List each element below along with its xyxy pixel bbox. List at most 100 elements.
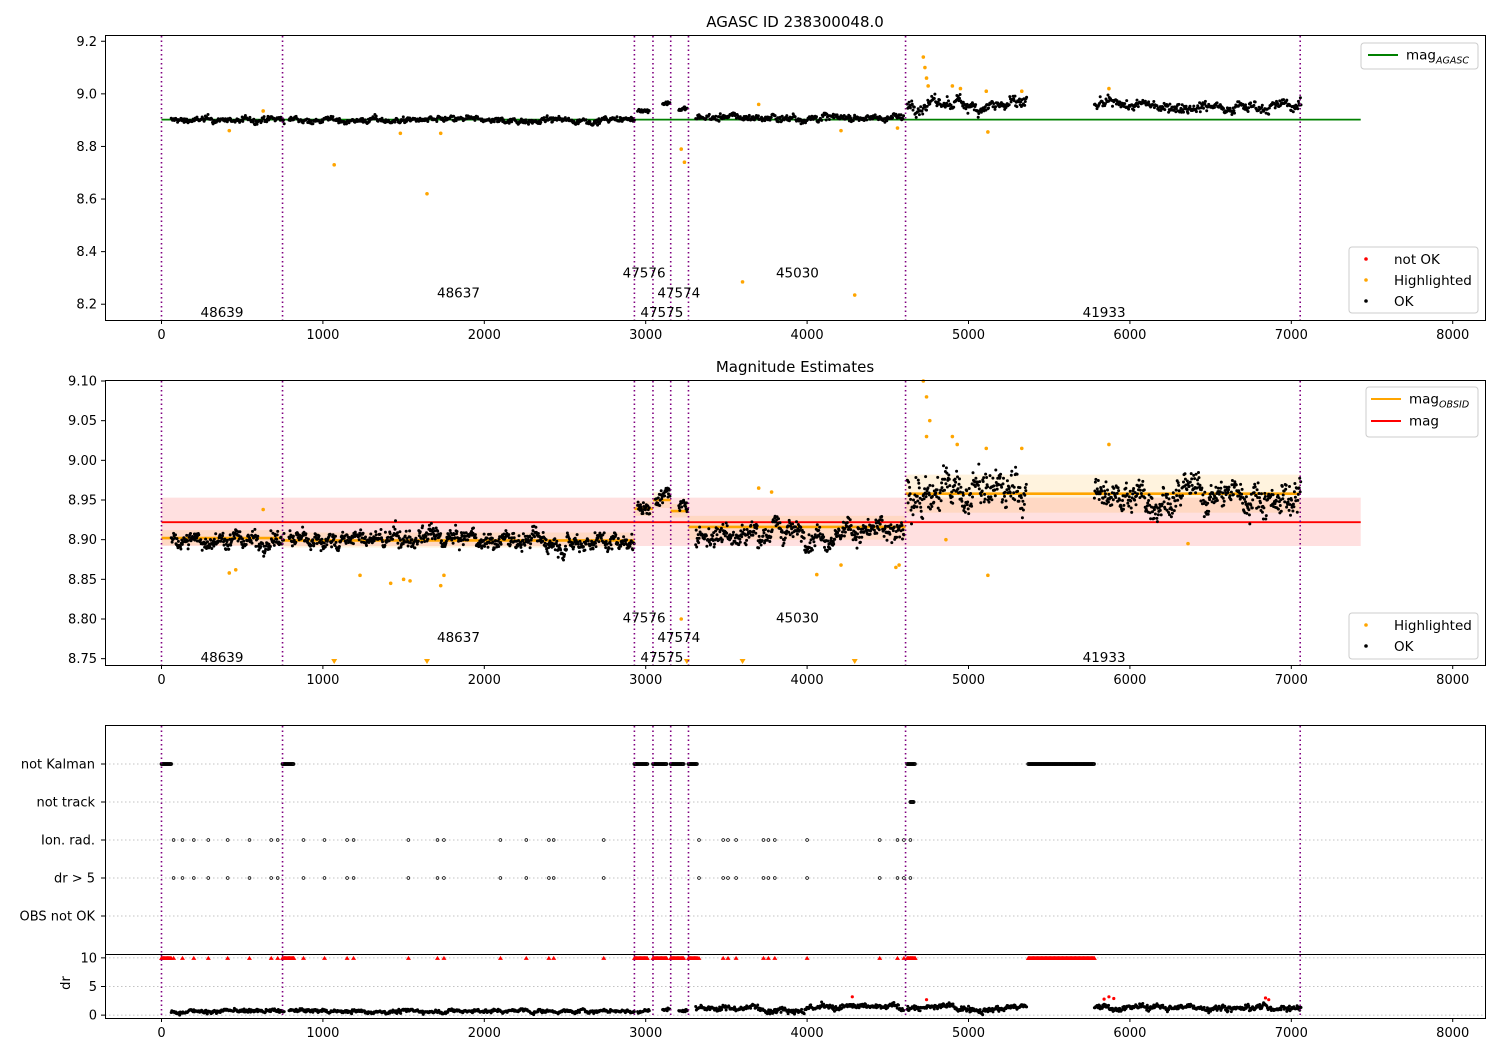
estimates-ok-point xyxy=(1260,510,1264,514)
estimates-ok-point xyxy=(891,529,895,533)
estimates-ok-point xyxy=(935,488,939,492)
estimates-ok-point xyxy=(711,534,715,538)
agasc-ok-point xyxy=(1125,99,1129,103)
estimates-ok-point xyxy=(1257,505,1261,509)
agasc-xtick-label: 0 xyxy=(157,328,165,343)
estimates-ok-point xyxy=(932,500,936,504)
agasc-ok-point xyxy=(1008,95,1012,99)
estimates-ok-point xyxy=(250,541,254,545)
estimates-ok-point xyxy=(374,530,378,534)
agasc-ok-point xyxy=(1123,102,1127,106)
agasc-ok-point xyxy=(902,114,906,118)
estimates-ok-point xyxy=(1284,487,1288,491)
agasc-ok-point xyxy=(1013,94,1017,98)
estimates-ok-point xyxy=(238,530,242,534)
estimates-xtick-label: 1000 xyxy=(306,673,339,688)
estimates-ok-point xyxy=(1241,501,1245,505)
estimates-ok-point xyxy=(760,539,764,542)
estimates-ok-point xyxy=(898,535,902,539)
agasc-ok-point xyxy=(865,118,869,122)
estimates-ok-point xyxy=(262,554,266,558)
estimates-ok-point xyxy=(1009,473,1013,477)
agasc-ok-point xyxy=(936,100,940,104)
estimates-ok-point xyxy=(555,539,559,543)
estimates-ok-point xyxy=(474,536,478,540)
estimates-ok-point xyxy=(716,527,719,531)
estimates-ok-point xyxy=(388,532,392,536)
estimates-ok-point xyxy=(931,484,935,488)
agasc-ok-point xyxy=(243,114,247,117)
estimates-ok-point xyxy=(1188,480,1192,484)
estimates-ok-point xyxy=(546,552,550,556)
agasc-ok-point xyxy=(542,116,546,120)
estimates-ok-point xyxy=(594,545,598,549)
estimates-ok-point xyxy=(878,522,882,526)
estimates-ok-point xyxy=(369,532,373,536)
estimates-ok-point xyxy=(559,548,563,552)
estimates-ok-point xyxy=(924,495,928,499)
agasc-ok-point xyxy=(435,120,439,123)
estimates-ok-point xyxy=(744,543,748,547)
estimates-ok-point xyxy=(829,536,833,540)
agasc-ok-point xyxy=(921,112,925,116)
estimates-ok-point xyxy=(817,528,821,532)
dr-ok-point xyxy=(282,1010,286,1014)
estimates-bottom-legend-label: OK xyxy=(1394,639,1415,655)
agasc-ok-point xyxy=(910,99,914,103)
estimates-ok-point xyxy=(488,532,492,536)
estimates-ok-point xyxy=(971,471,975,475)
estimates-ok-point xyxy=(1263,491,1267,495)
estimates-ok-point xyxy=(391,537,395,541)
estimates-ok-point xyxy=(648,512,652,516)
agasc-ok-point xyxy=(1222,107,1225,110)
estimates-ok-point xyxy=(497,545,501,548)
estimates-ok-point xyxy=(1162,486,1166,490)
agasc-ok-point xyxy=(933,92,937,96)
agasc-ok-point xyxy=(1296,107,1300,111)
estimates-ytick-label: 9.05 xyxy=(68,414,97,429)
estimates-ok-point xyxy=(1147,499,1151,502)
estimates-ok-point xyxy=(1206,512,1210,516)
estimates-ok-point xyxy=(1110,503,1114,507)
agasc-ok-point xyxy=(993,107,997,111)
estimates-ok-point xyxy=(1098,492,1102,496)
agasc-ok-point xyxy=(945,95,949,99)
estimates-ok-point xyxy=(854,538,858,542)
estimates-ok-point xyxy=(521,532,525,536)
agasc-ok-point xyxy=(945,101,949,105)
estimates-ok-point xyxy=(832,542,836,546)
estimates-ok-point xyxy=(1103,495,1107,499)
estimates-ok-point xyxy=(1286,500,1290,504)
estimates-ok-point xyxy=(939,499,943,503)
estimates-ok-point xyxy=(938,491,942,495)
estimates-ok-point xyxy=(330,545,334,549)
estimates-bottom-legend-label: Highlighted xyxy=(1394,618,1472,634)
estimates-ok-point xyxy=(1290,498,1293,502)
estimates-ok-point xyxy=(826,539,830,543)
estimates-ok-point xyxy=(259,545,263,548)
estimates-ok-point xyxy=(1159,513,1163,517)
estimates-ok-point xyxy=(1247,508,1251,512)
estimates-ok-point xyxy=(312,542,316,546)
estimates-ok-point xyxy=(928,483,932,487)
estimates-ok-point xyxy=(750,520,754,524)
estimates-ok-point xyxy=(969,492,973,495)
estimates-ok-point xyxy=(942,464,945,468)
estimates-ok-point xyxy=(394,519,397,523)
estimates-ok-point xyxy=(668,494,672,498)
estimates-ok-point xyxy=(742,528,746,532)
estimates-ok-point xyxy=(1142,488,1146,492)
estimates-highlighted-point xyxy=(769,490,774,494)
agasc-highlighted-point xyxy=(895,126,900,130)
estimates-ok-point xyxy=(1172,496,1176,500)
agasc-ok-point xyxy=(920,109,924,113)
agasc-ok-point xyxy=(820,118,824,122)
agasc-ok-point xyxy=(262,115,266,119)
estimates-ok-point xyxy=(757,534,761,538)
estimates-ok-point xyxy=(174,533,177,537)
estimates-highlighted-point xyxy=(756,486,761,490)
estimates-ok-point xyxy=(915,494,919,498)
estimates-ok-point xyxy=(1133,498,1137,502)
estimates-ok-point xyxy=(936,475,940,479)
estimates-ok-point xyxy=(713,542,717,546)
